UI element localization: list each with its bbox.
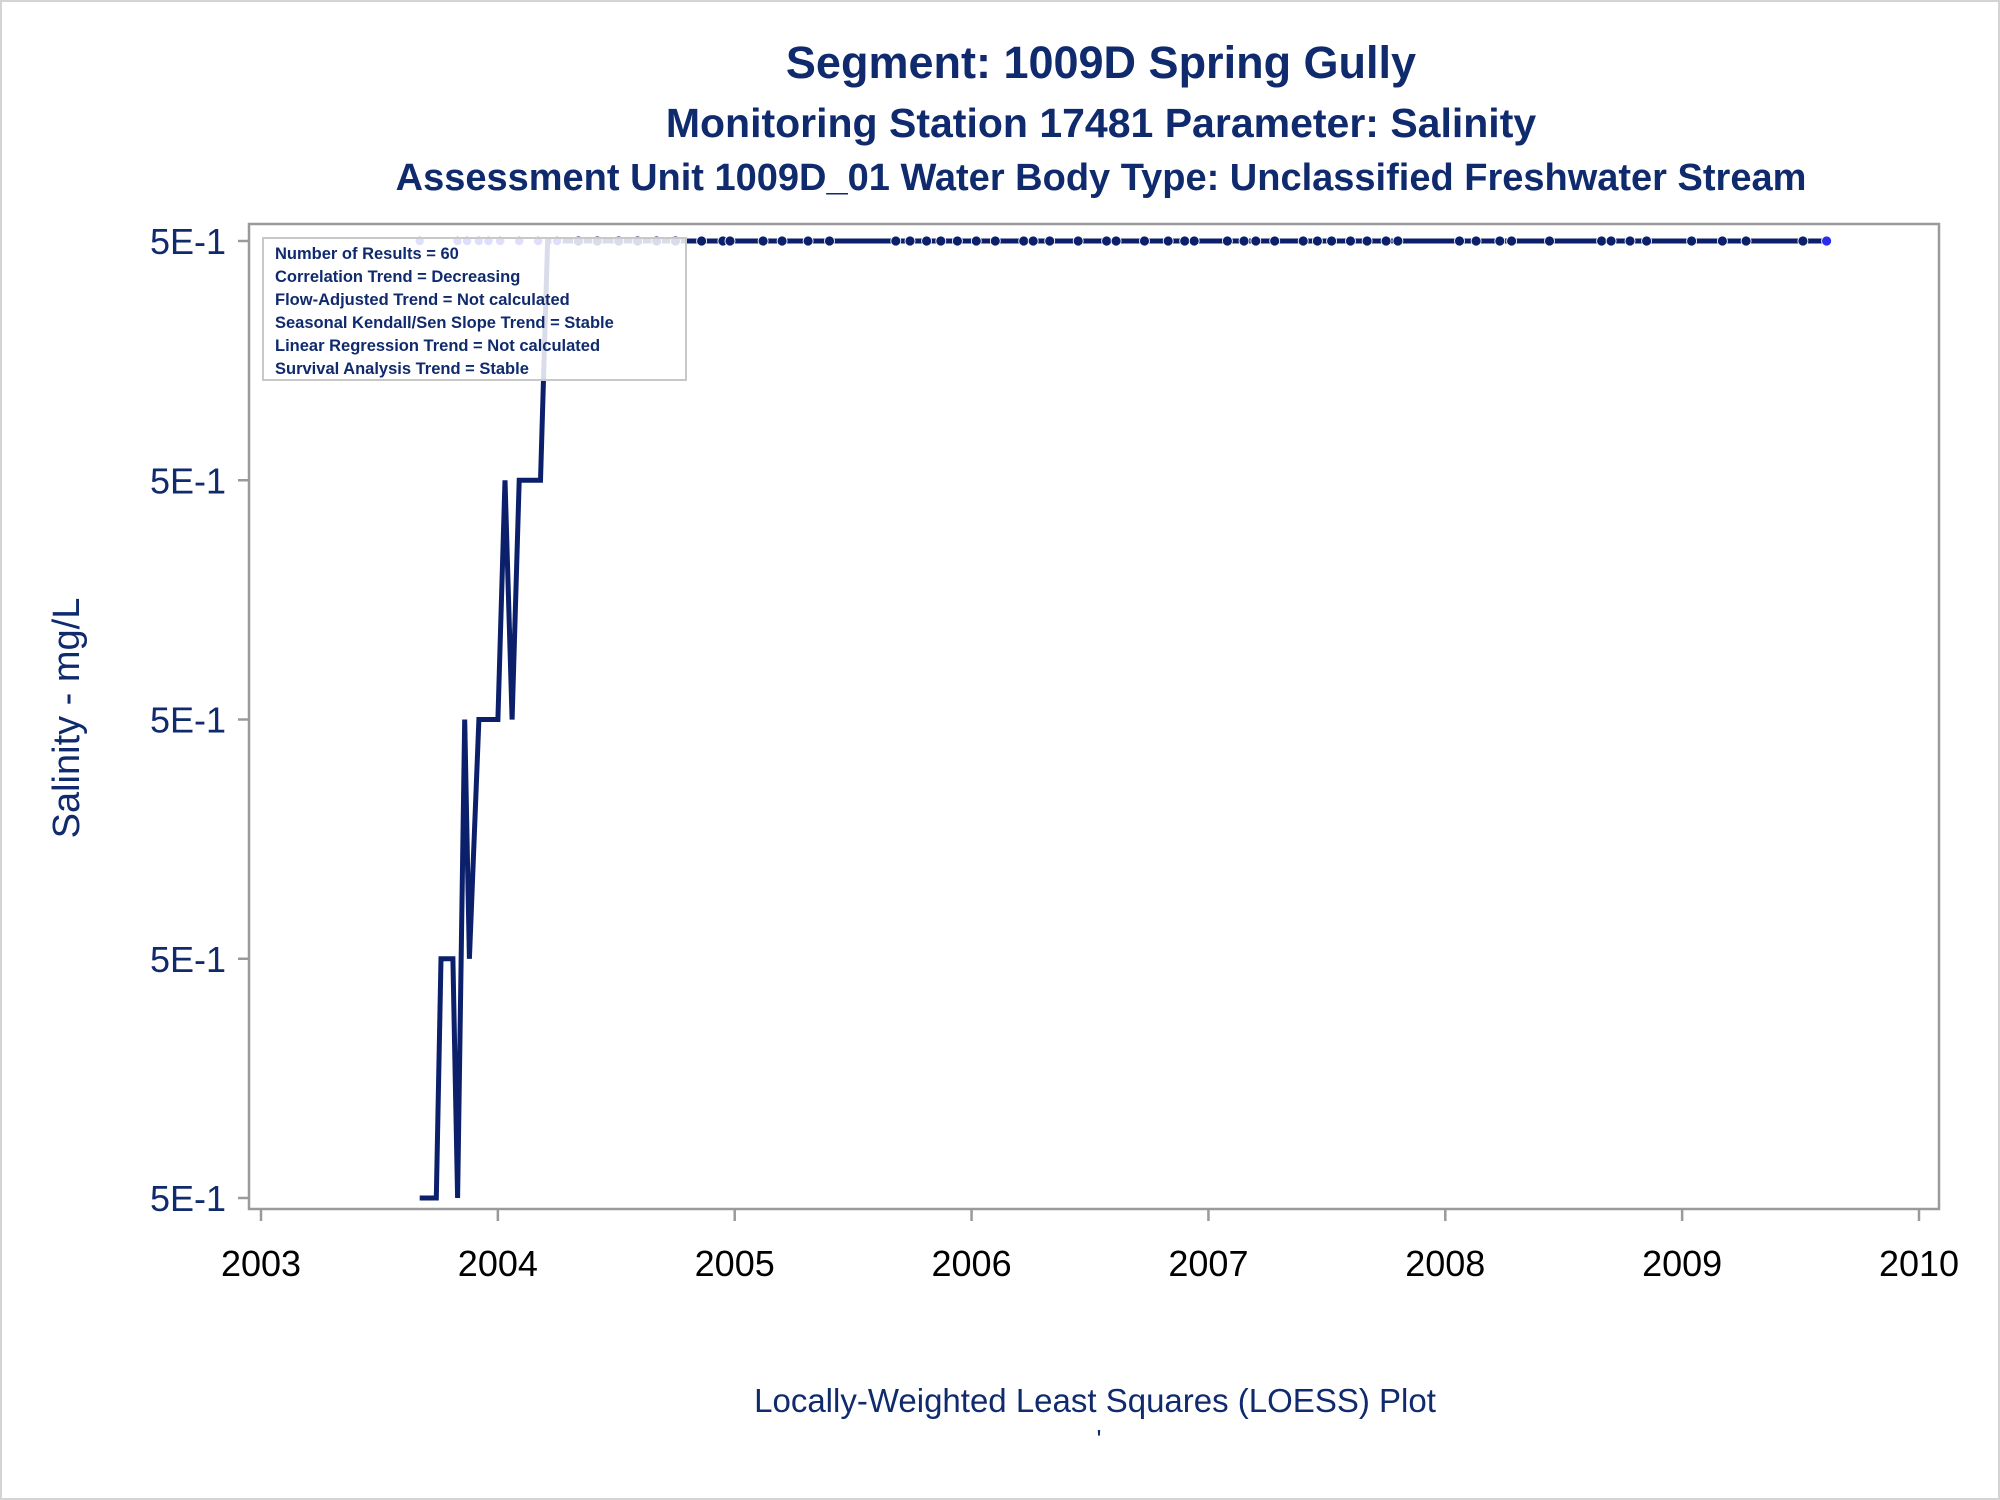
data-point <box>1821 235 1832 247</box>
data-point <box>1392 235 1404 247</box>
data-point <box>1072 235 1084 247</box>
data-point <box>1454 235 1465 247</box>
data-point <box>1162 235 1174 247</box>
data-point <box>1641 235 1652 247</box>
y-tick-label: 5E-1 <box>150 460 226 501</box>
data-point <box>1027 235 1039 247</box>
data-point <box>1361 235 1373 247</box>
data-point <box>1740 235 1752 247</box>
data-point <box>696 235 707 247</box>
data-point <box>1345 235 1356 247</box>
y-axis-label: Salinity - mg/L <box>46 598 88 839</box>
loess-line <box>419 238 1829 1201</box>
data-point <box>1179 235 1191 247</box>
x-tick-label: 2005 <box>695 1243 775 1284</box>
data-point <box>1269 235 1281 247</box>
data-point <box>757 235 769 247</box>
data-point <box>904 235 916 247</box>
data-point <box>824 235 835 247</box>
data-point <box>1297 235 1309 247</box>
data-point <box>776 235 788 247</box>
stat-linear-regression-trend: Linear Regression Trend = Not calculated <box>275 337 600 355</box>
data-point <box>1188 235 1200 247</box>
x-tick-label: 2007 <box>1168 1243 1248 1284</box>
data-point <box>952 235 963 247</box>
x-tick-label: 2008 <box>1405 1243 1485 1284</box>
x-tick-label: 2004 <box>458 1243 538 1284</box>
y-tick-label: 5E-1 <box>150 1178 226 1219</box>
data-point <box>935 235 947 247</box>
data-point <box>1018 235 1030 247</box>
stat-seasonal-kendall-trend: Seasonal Kendall/Sen Slope Trend = Stabl… <box>275 314 614 332</box>
data-point <box>724 235 736 247</box>
plot-area-frame <box>247 222 1941 1211</box>
data-point <box>970 235 982 247</box>
stats-box-border <box>262 237 687 381</box>
data-point <box>1238 235 1250 247</box>
loess-line-series <box>419 238 1829 1201</box>
chart-subtitle-station: Monitoring Station 17481 Parameter: Sali… <box>666 100 1537 146</box>
x-tick-label: 2003 <box>221 1243 301 1284</box>
data-point <box>1110 235 1122 247</box>
chart-title: Segment: 1009D Spring Gully <box>786 37 1416 88</box>
data-point <box>1044 235 1056 247</box>
data-point <box>1222 235 1233 247</box>
stat-flow-adjusted-trend: Flow-Adjusted Trend = Not calculated <box>275 291 570 309</box>
x-tick-label: 2009 <box>1642 1243 1722 1284</box>
y-tick-label: 5E-1 <box>150 939 226 980</box>
chart-subtitle-assessment: Assessment Unit 1009D_01 Water Body Type… <box>396 157 1807 199</box>
data-point <box>989 235 1001 247</box>
stats-box: Number of Results = 60 Correlation Trend… <box>262 237 687 381</box>
y-axis: 5E-1 5E-1 5E-1 5E-1 5E-1 <box>150 221 249 1219</box>
stat-correlation-trend: Correlation Trend = Decreasing <box>275 268 520 286</box>
data-point <box>1326 235 1337 247</box>
y-tick-label: 5E-1 <box>150 700 226 741</box>
stat-survival-analysis-trend: Survival Analysis Trend = Stable <box>275 360 529 378</box>
data-point <box>1101 235 1112 247</box>
data-point <box>1470 235 1482 247</box>
data-point <box>1544 235 1555 247</box>
data-point <box>1312 235 1323 247</box>
stat-number-of-results: Number of Results = 60 <box>275 245 459 263</box>
data-point <box>802 235 814 247</box>
data-point <box>1797 235 1809 247</box>
data-point <box>1624 235 1636 247</box>
data-point <box>1506 235 1517 247</box>
data-point <box>1380 235 1392 247</box>
x-tick-label: 2010 <box>1879 1243 1959 1284</box>
data-point <box>1686 235 1697 247</box>
data-point <box>1250 235 1262 247</box>
footnote-mark: ' <box>1097 1424 1102 1454</box>
data-point <box>921 235 932 247</box>
y-tick-label: 5E-1 <box>150 221 226 262</box>
footnote-loess: Locally-Weighted Least Squares (LOESS) P… <box>754 1382 1436 1419</box>
x-tick-label: 2006 <box>932 1243 1012 1284</box>
x-axis: 2003 2004 2005 2006 2007 2008 2009 2010 <box>221 1209 1959 1284</box>
data-point <box>1717 235 1728 247</box>
data-point <box>890 235 902 247</box>
data-point <box>1139 235 1150 247</box>
data-point <box>1605 235 1617 247</box>
data-point <box>1494 235 1506 247</box>
data-point <box>1596 235 1607 247</box>
